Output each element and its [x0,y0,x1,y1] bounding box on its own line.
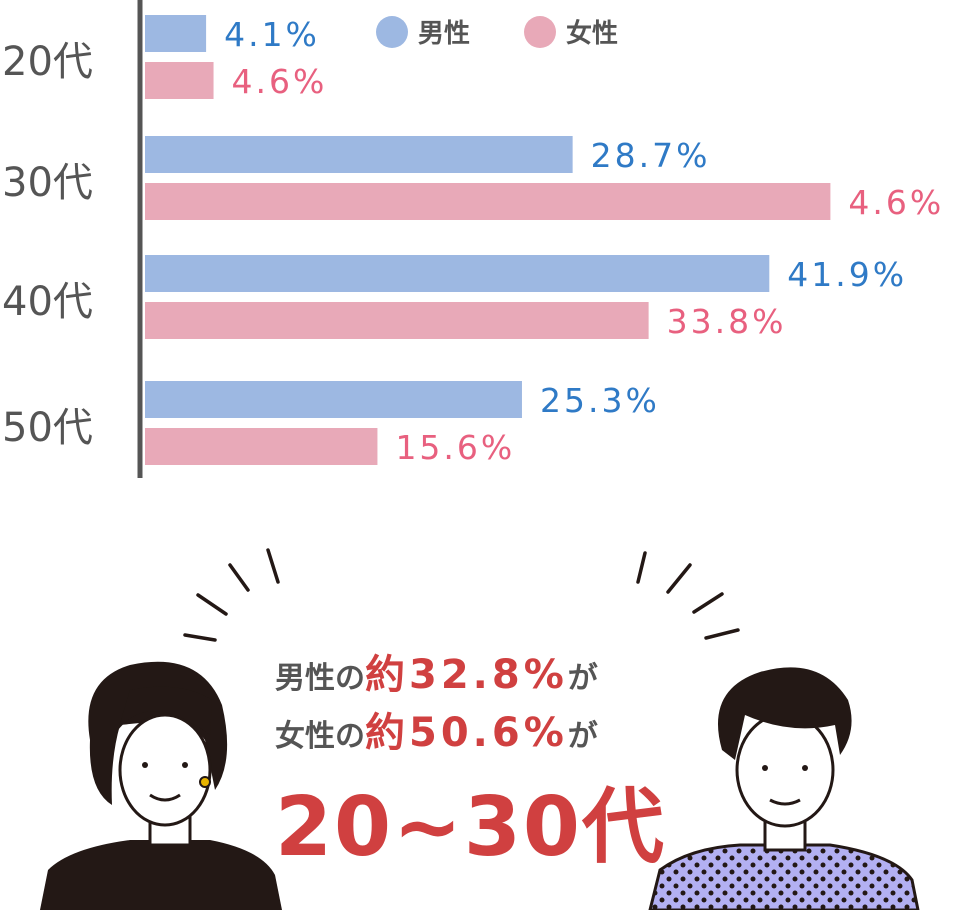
bar-female [145,302,649,339]
woman-figure [40,661,282,910]
legend-marker [376,16,408,48]
data-label: 41.9% [787,255,907,294]
message-male-highlight: 約32.8% [365,652,568,698]
bar-chart: 20代 4.1% 4.6% 30代 28.7% 4.6% 40代 41.9%33.8% 50代 2… [2,0,944,478]
message-age-range: 20~30代 [275,780,666,875]
data-label: 25.3% [540,381,660,420]
legend-marker [524,16,556,48]
data-label: 28.7% [591,136,711,175]
bar-male [145,136,573,173]
bar-male [145,15,207,52]
data-label: 33.8% [667,302,787,341]
bar-female [145,428,378,465]
data-label: 4.6% [232,62,328,101]
bar-female [145,183,831,220]
bar-female [145,62,214,99]
data-label: 4.1% [224,15,320,54]
data-label: 4.6% [848,183,944,222]
message-female-suffix: が [567,719,598,754]
bar-male [145,255,770,292]
legend-label: 女性 [566,18,618,49]
man-figure [648,667,920,910]
message-male-prefix: 男性の [275,661,365,696]
burst-lines-left [183,548,280,642]
bar-male [145,381,522,418]
category-label: 20代 [2,39,93,85]
message-female-prefix: 女性の [275,719,365,754]
message-male-suffix: が [567,661,598,696]
data-label: 15.6% [395,428,515,467]
category-label: 40代 [2,279,93,325]
message-line-male: 男性の約32.8%が [275,642,598,700]
category-label: 50代 [2,405,93,451]
category-label: 30代 [2,160,93,206]
message-female-highlight: 約50.6% [365,710,568,756]
legend-label: 男性 [418,19,470,49]
message-line-female: 女性の約50.6%が [275,700,598,758]
burst-lines-right [636,551,740,640]
